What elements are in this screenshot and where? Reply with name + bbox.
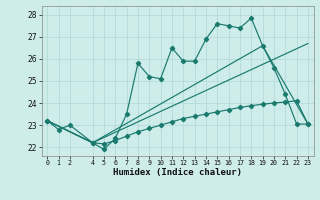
- X-axis label: Humidex (Indice chaleur): Humidex (Indice chaleur): [113, 168, 242, 177]
